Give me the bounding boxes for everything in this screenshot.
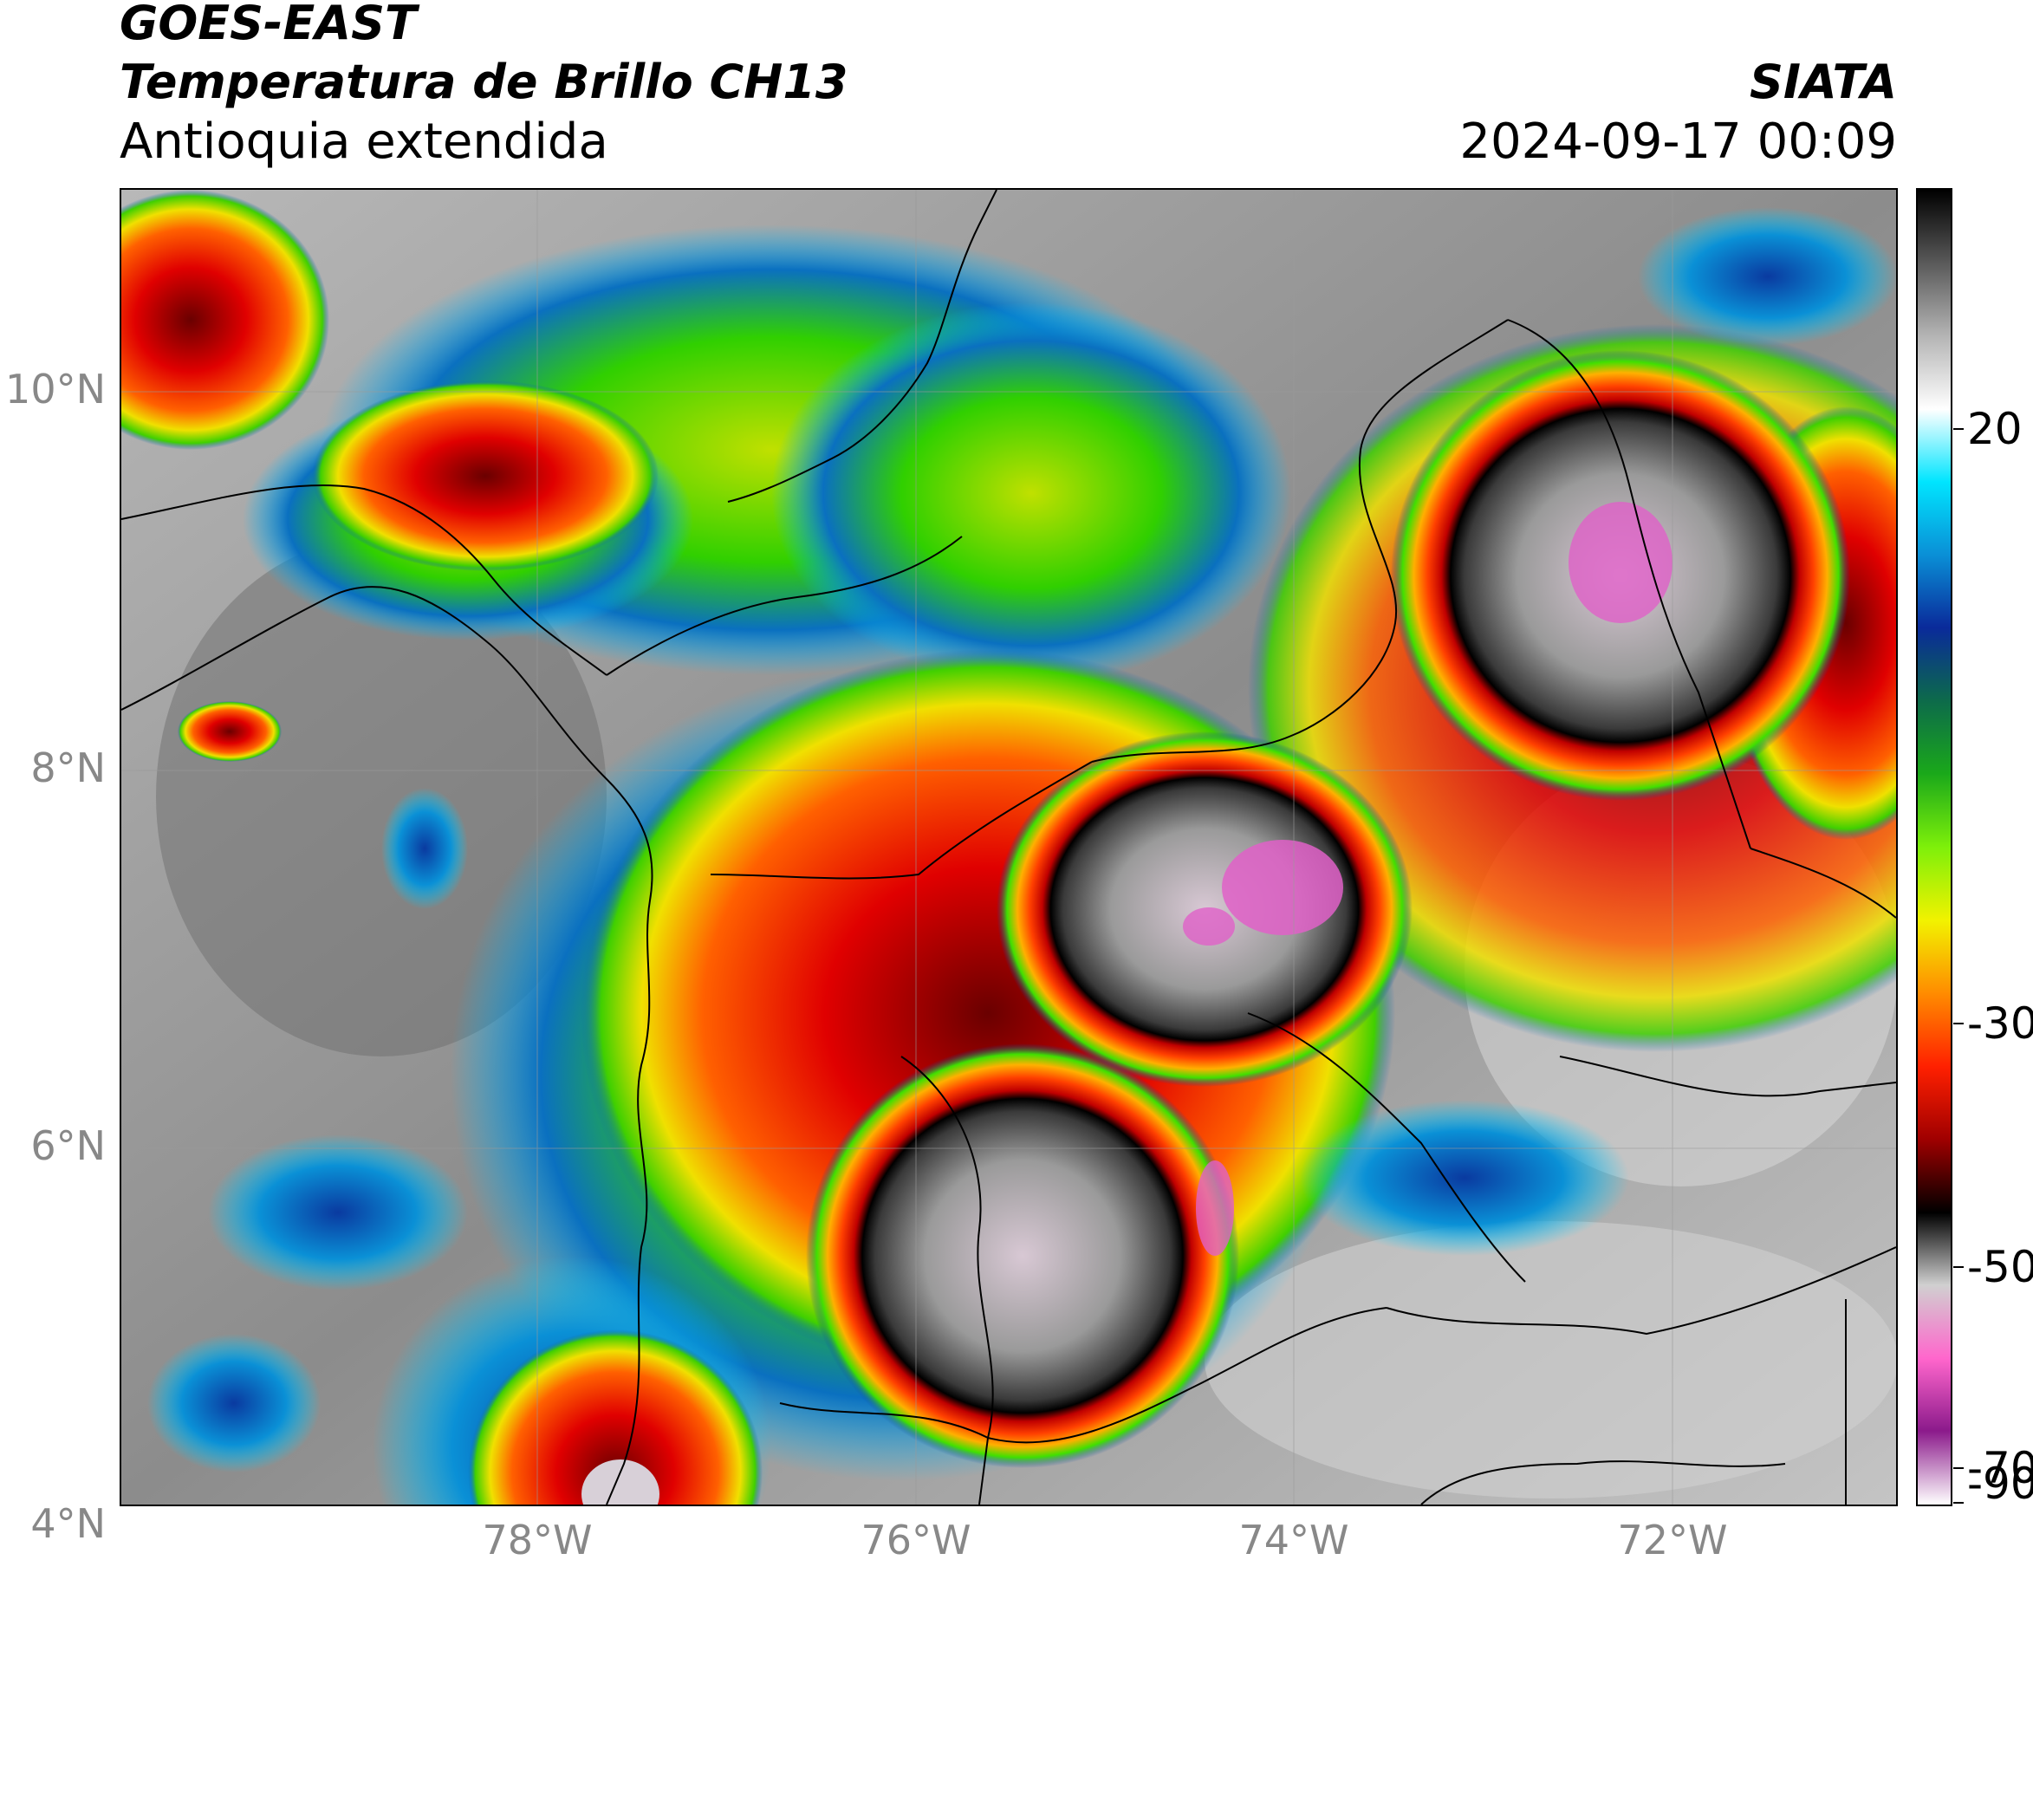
storm-cell-center-south	[806, 1043, 1239, 1468]
lon-label-74w: 74°W	[1238, 1517, 1349, 1563]
storm-cell-sw	[468, 1329, 763, 1505]
agency-title: SIATA	[1749, 55, 1897, 109]
colorbar-label-20: 20	[1967, 404, 2023, 454]
colorbar-tick	[1953, 428, 1964, 430]
colorbar-label-minus90: -90	[1967, 1459, 2033, 1509]
colorbar-tick	[1953, 1266, 1964, 1268]
colorbar-tick	[1953, 1502, 1964, 1504]
datetime-label: 2024-09-17 00:09	[1459, 114, 1897, 170]
map-svg	[121, 190, 1896, 1505]
boundaries	[121, 190, 1896, 1505]
title-block-left: GOES-EAST Temperatura de Brillo CH13 Ant…	[120, 0, 848, 173]
satellite-title: GOES-EAST	[120, 0, 417, 50]
lon-label-72w: 72°W	[1617, 1517, 1728, 1563]
title-block-right: SIATA 2024-09-17 00:09	[1459, 0, 1897, 173]
satellite-map[interactable]	[120, 188, 1898, 1506]
colorbar-tick	[1953, 1023, 1964, 1024]
lon-label-76w: 76°W	[861, 1517, 971, 1563]
colorbar-tick	[1953, 1467, 1964, 1469]
lat-label-10n: 10°N	[5, 366, 106, 413]
lat-label-4n: 4°N	[30, 1500, 106, 1547]
graticule	[121, 190, 1896, 1505]
lat-label-8n: 8°N	[30, 744, 106, 791]
lat-label-6n: 6°N	[30, 1122, 106, 1169]
region-subtitle: Antioquia extendida	[120, 114, 608, 170]
colorbar-label-minus30: -30	[1967, 998, 2033, 1049]
lon-label-78w: 78°W	[482, 1517, 593, 1563]
colorbar-label-minus70: -70	[1967, 1443, 2033, 1493]
storm-cell-nw	[121, 190, 329, 450]
product-title: Temperatura de Brillo CH13	[120, 55, 848, 109]
colorbar	[1916, 188, 1952, 1506]
colorbar-label-minus50: -50	[1967, 1242, 2033, 1292]
